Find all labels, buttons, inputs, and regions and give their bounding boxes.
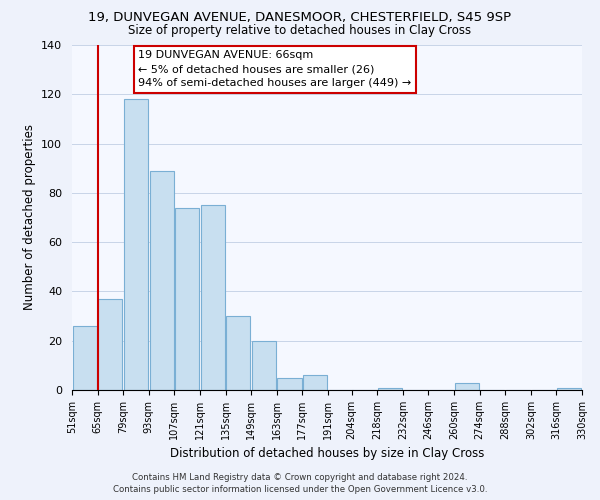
Bar (252, 340, 276, 390)
Bar (378, 388, 402, 390)
Bar (73, 326, 97, 390)
Bar (277, 378, 302, 390)
Bar (226, 316, 250, 390)
Bar (303, 375, 327, 390)
Text: Size of property relative to detached houses in Clay Cross: Size of property relative to detached ho… (128, 24, 472, 37)
Bar (175, 208, 199, 390)
Bar (149, 170, 173, 390)
Bar (557, 388, 581, 390)
X-axis label: Distribution of detached houses by size in Clay Cross: Distribution of detached houses by size … (170, 448, 484, 460)
Text: 19, DUNVEGAN AVENUE, DANESMOOR, CHESTERFIELD, S45 9SP: 19, DUNVEGAN AVENUE, DANESMOOR, CHESTERF… (88, 12, 512, 24)
Bar (124, 99, 148, 390)
Text: Contains HM Land Registry data © Crown copyright and database right 2024.
Contai: Contains HM Land Registry data © Crown c… (113, 472, 487, 494)
Bar (200, 205, 225, 390)
Bar (455, 382, 479, 390)
Y-axis label: Number of detached properties: Number of detached properties (23, 124, 35, 310)
Text: 19 DUNVEGAN AVENUE: 66sqm
← 5% of detached houses are smaller (26)
94% of semi-d: 19 DUNVEGAN AVENUE: 66sqm ← 5% of detach… (139, 50, 412, 88)
Bar (98, 299, 122, 390)
